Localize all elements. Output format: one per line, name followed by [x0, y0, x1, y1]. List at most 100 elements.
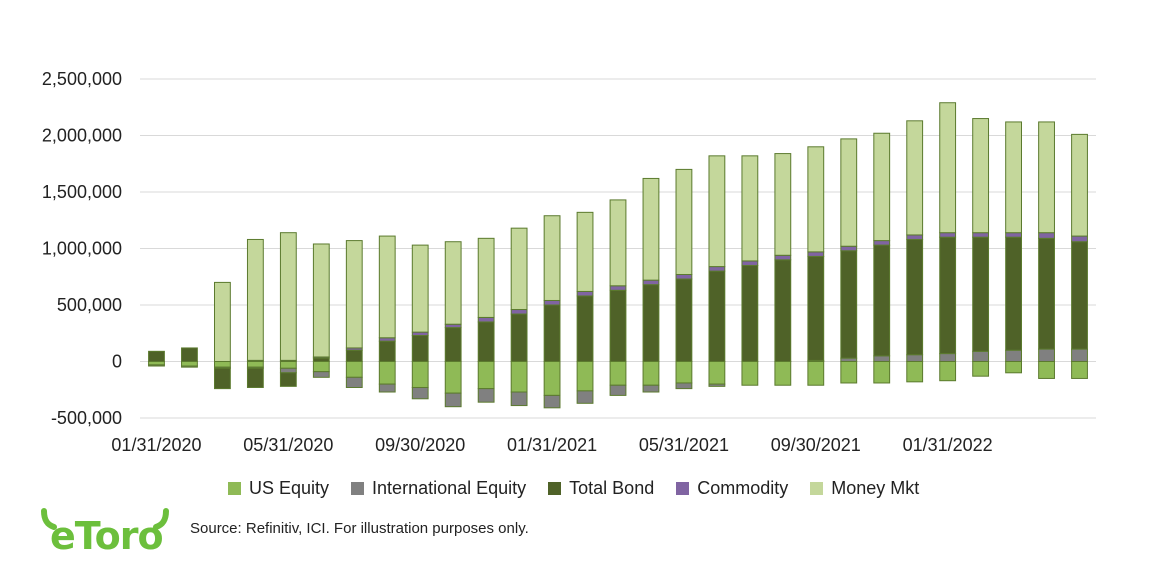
x-tick-label: 09/30/2020 [375, 435, 465, 455]
bar-international-equity [411, 386, 429, 400]
bar-us-equity [312, 361, 330, 373]
legend-item-commodity: Commodity [676, 478, 788, 499]
bar-commodity [840, 245, 858, 252]
bar-total-bond [939, 236, 957, 355]
bar-commodity [1005, 232, 1022, 238]
bar-us-equity [840, 361, 858, 384]
bar-total-bond [279, 372, 297, 387]
bar-money-mkt [246, 238, 264, 361]
x-tick-label: 05/31/2020 [243, 435, 333, 455]
bar-international-equity [279, 367, 297, 374]
bar-us-equity [214, 361, 231, 368]
bar-commodity [444, 323, 462, 329]
legend-label: US Equity [249, 478, 330, 498]
bar-commodity [510, 309, 528, 315]
bar-total-bond [246, 367, 264, 388]
bar-total-bond [774, 259, 792, 362]
bar-us-equity [477, 361, 495, 390]
bar-total-bond [148, 350, 165, 362]
bar-money-mkt [411, 244, 429, 333]
bar-money-mkt [873, 132, 891, 242]
x-tick-label: 01/31/2020 [111, 435, 201, 455]
bar-money-mkt [543, 215, 561, 301]
bar-commodity [576, 290, 594, 297]
bar-us-equity [148, 361, 165, 366]
legend-label: Commodity [697, 478, 789, 498]
bar-us-equity [1038, 361, 1055, 379]
bar-international-equity [1005, 349, 1022, 363]
bar-us-equity [510, 361, 528, 393]
bar-international-equity [510, 391, 528, 407]
bar-total-bond [510, 313, 528, 363]
bar-us-equity [708, 361, 726, 385]
bar-total-bond [378, 340, 396, 363]
bar-commodity [609, 285, 627, 291]
bar-money-mkt [279, 232, 297, 361]
bar-money-mkt [378, 235, 396, 339]
bar-money-mkt [444, 241, 462, 325]
legend-swatch [228, 482, 241, 495]
bar-international-equity [1071, 348, 1088, 363]
etoro-logo: eToro [38, 503, 178, 560]
bar-us-equity [807, 361, 825, 386]
bar-money-mkt [609, 199, 627, 287]
bar-international-equity [609, 384, 627, 396]
bar-us-equity [939, 361, 957, 382]
bar-us-equity [774, 361, 792, 386]
source-note: Source: Refinitiv, ICI. For illustration… [190, 520, 529, 537]
bar-money-mkt [1005, 121, 1022, 234]
legend-swatch [810, 482, 824, 495]
bar-international-equity [642, 384, 660, 393]
bar-international-equity [840, 357, 858, 362]
bar-money-mkt [1038, 121, 1055, 234]
bar-us-equity [906, 361, 924, 383]
bar-money-mkt [906, 120, 924, 236]
bar-commodity [741, 260, 759, 266]
y-tick-label: 1,000,000 [42, 239, 122, 259]
bar-us-equity [972, 361, 990, 377]
bar-total-bond [807, 255, 825, 361]
bar-total-bond [444, 327, 462, 363]
bar-commodity [378, 337, 396, 342]
legend-item-us-equity: US Equity [228, 478, 329, 499]
bar-commodity [675, 273, 693, 280]
bar-money-mkt [576, 211, 594, 292]
bar-commodity [642, 279, 660, 286]
bar-money-mkt [807, 146, 825, 253]
bar-total-bond [345, 349, 363, 363]
bar-money-mkt [840, 138, 858, 247]
bar-total-bond [1005, 236, 1022, 351]
bar-commodity [939, 232, 957, 238]
bar-us-equity [411, 361, 429, 388]
bar-total-bond [906, 238, 924, 356]
bar-money-mkt [214, 281, 231, 362]
bar-total-bond [477, 321, 495, 363]
bar-international-equity [444, 392, 462, 408]
bar-us-equity [543, 361, 561, 396]
bar-money-mkt [312, 243, 330, 358]
bar-money-mkt [774, 153, 792, 256]
legend-swatch [548, 482, 562, 495]
bar-international-equity [1038, 348, 1055, 363]
bar-money-mkt [510, 227, 528, 311]
y-tick-label: 2,500,000 [42, 69, 122, 89]
bar-money-mkt [972, 118, 990, 234]
bar-total-bond [576, 295, 594, 362]
bar-us-equity [576, 361, 594, 392]
bar-international-equity [939, 353, 957, 362]
chart: -500,000 0 500,000 1,000,000 1,500,000 2,000,… [42, 69, 1096, 455]
y-tick-label: 2,000,000 [42, 126, 122, 146]
bar-us-equity [246, 361, 264, 368]
bar-us-equity [609, 361, 627, 386]
bar-us-equity [181, 361, 198, 367]
bar-us-equity [873, 361, 891, 384]
bar-international-equity [906, 354, 924, 363]
bar-us-equity [1005, 361, 1022, 374]
bar-money-mkt [345, 240, 363, 349]
svg-text:eToro: eToro [50, 514, 163, 555]
bar-total-bond [708, 270, 726, 363]
bar-commodity [1071, 235, 1088, 243]
bar-us-equity [741, 361, 759, 386]
legend-item-money-mkt: Money Mkt [810, 478, 919, 499]
bar-total-bond [181, 347, 198, 363]
